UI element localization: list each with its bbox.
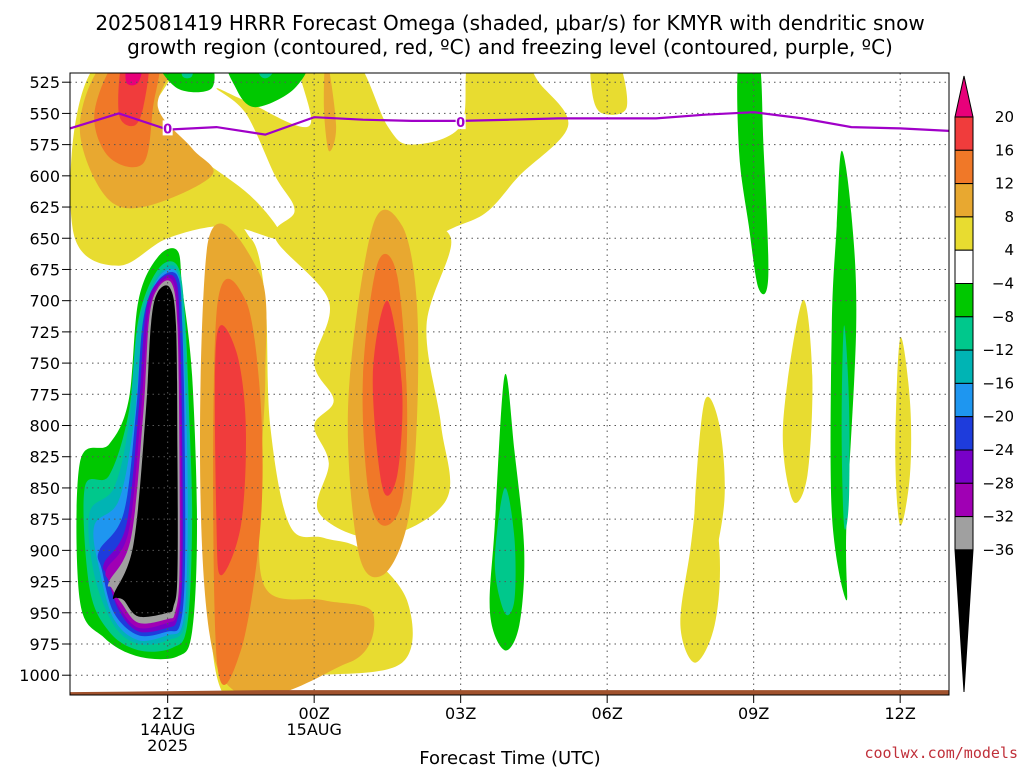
colorbar-label-4: 4	[1004, 241, 1014, 259]
colorbar-segment-1	[954, 116, 974, 151]
omega-region-15	[590, 73, 628, 115]
omega-region-17	[693, 396, 725, 585]
y-tick-label-10: 775	[29, 385, 60, 404]
colorbar-segment-2	[954, 149, 974, 185]
colorbar-segment-4	[954, 216, 974, 251]
omega-region-11	[214, 325, 246, 576]
y-tick-label-1: 550	[29, 104, 60, 123]
y-tick-label-4: 625	[29, 198, 60, 217]
y-tick-label-7: 700	[29, 292, 60, 311]
freezing-label-0: 0	[163, 122, 172, 137]
colorbar-label-0: 20	[995, 108, 1014, 126]
colorbar-label-1: 16	[995, 141, 1014, 159]
colorbar-label-3: 8	[1004, 208, 1014, 226]
surface-ground	[70, 690, 949, 695]
freezing-level-line	[70, 111, 949, 136]
colorbar: 20 16 12 8 4 −4 −8 −12 −16 −20 −24 −28 −32 −36	[954, 75, 1014, 693]
y-tick-label-12: 825	[29, 448, 60, 467]
chart-title-line-1: 2025081419 HRRR Forecast Omega (shaded, …	[95, 11, 924, 35]
y-tick-label-19: 1000	[19, 666, 60, 685]
y-tick-label-5: 650	[29, 229, 60, 248]
colorbar-bottom-triangle	[954, 549, 974, 693]
y-tick-label-13: 850	[29, 479, 60, 498]
x-tick-label-5-1: 12Z	[885, 704, 916, 723]
colorbar-segment-3	[954, 183, 974, 218]
colorbar-label-9: −20	[982, 408, 1014, 426]
x-tick-label-4-1: 09Z	[738, 704, 769, 723]
omega-region-20	[162, 73, 215, 93]
x-tick-label-1-2: 15AUG	[286, 720, 341, 739]
surface-band	[70, 690, 949, 695]
x-axis-label: Forecast Time (UTC)	[419, 748, 600, 768]
y-tick-label-8: 725	[29, 323, 60, 342]
colorbar-segment-7	[954, 316, 974, 351]
omega-region-22	[737, 73, 769, 295]
y-tick-label-6: 675	[29, 260, 60, 279]
omega-region-21	[228, 73, 306, 108]
omega-region-3	[118, 73, 149, 127]
colorbar-label-7: −12	[982, 341, 1014, 359]
x-tick-label-0-2: 14AUG	[140, 720, 195, 739]
omega-region-4	[125, 73, 142, 86]
colorbar-segment-8	[954, 349, 974, 384]
omega-shaded-regions	[70, 73, 912, 695]
x-tick-label-2-1: 03Z	[445, 704, 476, 723]
plot-frame	[69, 72, 950, 696]
omega-region-18	[782, 299, 813, 504]
colorbar-label-10: −24	[982, 441, 1014, 459]
colorbar-label-11: −28	[982, 474, 1014, 492]
freezing-label-1: 0	[456, 116, 465, 131]
colorbar-segment-10	[954, 416, 974, 451]
omega-region-37	[112, 285, 178, 618]
colorbar-segment-5	[954, 249, 974, 284]
y-tick-label-15: 900	[29, 541, 60, 560]
y-tick-label-18: 975	[29, 635, 60, 654]
colorbar-label-2: 12	[995, 175, 1014, 193]
x-tick-label-1-1: 00Z	[299, 704, 330, 723]
omega-region-26	[841, 325, 850, 530]
colorbar-label-13: −36	[982, 541, 1014, 559]
colorbar-segment-11	[954, 449, 974, 484]
freezing-label-bg-0	[162, 120, 173, 136]
colorbar-label-12: −32	[982, 508, 1014, 526]
omega-region-19	[895, 337, 912, 526]
colorbar-label-5: −4	[992, 275, 1014, 293]
colorbar-segment-9	[954, 382, 974, 418]
y-tick-label-11: 800	[29, 417, 60, 436]
y-tick-label-0: 525	[29, 73, 60, 92]
chart-title-line-2: growth region (contoured, red, ºC) and f…	[127, 35, 893, 59]
x-tick-label-0-1: 21Z	[152, 704, 183, 723]
omega-region-27	[181, 73, 193, 79]
grid-lines	[70, 73, 949, 695]
y-tick-label-9: 750	[29, 354, 60, 373]
y-tick-label-14: 875	[29, 510, 60, 529]
y-tick-label-2: 575	[29, 136, 60, 155]
y-axis: 525 550 575 600 625 650 675 700 725 750 775 800 825 8…	[19, 73, 70, 685]
colorbar-label-6: −8	[992, 308, 1014, 326]
y-tick-label-16: 925	[29, 573, 60, 592]
colorbar-label-8: −16	[982, 374, 1014, 392]
omega-region-14	[323, 73, 337, 152]
omega-region-12	[372, 300, 403, 496]
colorbar-top-triangle	[954, 75, 974, 118]
x-tick-label-0-3: 2025	[147, 736, 188, 755]
colorbar-segment-13	[954, 516, 974, 551]
y-tick-label-17: 950	[29, 604, 60, 623]
credit-text: coolwx.com/models	[864, 744, 1018, 762]
y-tick-label-3: 600	[29, 167, 60, 186]
colorbar-segment-12	[954, 482, 974, 518]
colorbar-segment-6	[954, 283, 974, 318]
x-tick-label-3-1: 06Z	[592, 704, 623, 723]
freezing-label-bg-1	[455, 114, 466, 130]
omega-region-28	[258, 73, 273, 79]
